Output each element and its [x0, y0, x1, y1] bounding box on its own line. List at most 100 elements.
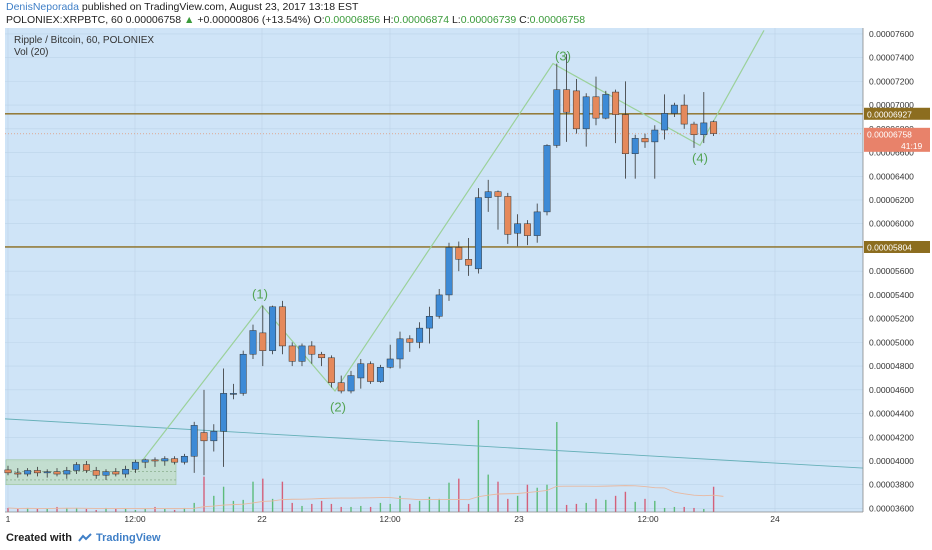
- candle-body: [318, 353, 326, 359]
- candle-body: [494, 191, 502, 197]
- candle-body: [229, 393, 237, 395]
- tradingview-brand[interactable]: TradingView: [96, 532, 161, 544]
- candle-body: [690, 123, 698, 136]
- volume-bar: [291, 502, 293, 512]
- time-axis[interactable]: 1 12:00 22 12:00 23 12:00 24: [5, 511, 863, 524]
- candle-body: [73, 464, 81, 471]
- volume-bar: [85, 508, 88, 512]
- candle-body: [612, 91, 620, 115]
- volume-bar: [232, 500, 235, 512]
- candle-body: [259, 332, 267, 351]
- price-chart[interactable]: (1) (2) (3) (4) 0.00003600 0.00003800 0.00004…: [0, 28, 932, 527]
- candle-body: [82, 464, 90, 471]
- time-tick-label: 24: [770, 514, 780, 524]
- volume-bar: [320, 500, 323, 512]
- volume-bar: [487, 474, 489, 512]
- up-arrow-icon: ▲: [184, 14, 195, 26]
- volume-bar: [144, 508, 146, 512]
- candle-body: [161, 458, 169, 462]
- price-axis[interactable]: 0.00003600 0.00003800 0.00004000 0.00004200…: [862, 28, 930, 513]
- volume-bar: [46, 508, 48, 512]
- candle-body: [210, 431, 218, 442]
- volume-bar: [585, 502, 587, 512]
- wave-label: (3): [555, 48, 571, 63]
- candle-body: [190, 425, 198, 457]
- volume-bar: [340, 506, 342, 512]
- last-price-tag: [864, 127, 930, 152]
- candle-body: [288, 345, 296, 362]
- candle-body: [474, 197, 482, 270]
- volume-bar: [409, 503, 411, 512]
- volume-bar: [516, 495, 519, 512]
- volume-bar: [389, 503, 391, 512]
- price-tick-label: 0.00005200: [869, 314, 914, 324]
- candle-body: [308, 345, 316, 355]
- last-price-label: 0.00006758: [867, 129, 912, 139]
- time-tick-label: 23: [514, 514, 524, 524]
- legend-title: Ripple / Bitcoin, 60, POLONIEX: [14, 35, 154, 46]
- candle-body: [621, 114, 629, 154]
- volume-bar: [526, 484, 529, 512]
- candle-body: [416, 327, 424, 343]
- change-text: +0.00000806 (+13.54%): [197, 14, 311, 26]
- volume-bar: [438, 498, 440, 512]
- volume-bar: [458, 478, 460, 512]
- candle-body: [514, 223, 522, 234]
- volume-bar: [418, 500, 421, 512]
- close-label: C:: [519, 14, 530, 26]
- candle-body: [435, 294, 443, 317]
- candle-body: [327, 357, 335, 383]
- volume-bar: [115, 508, 117, 512]
- candle-body: [523, 223, 531, 236]
- price-tick-label: 0.00004600: [869, 385, 914, 395]
- price-tick-label: 0.00004000: [869, 456, 914, 466]
- candle-body: [33, 470, 41, 474]
- volume-bar: [399, 495, 401, 512]
- symbol-text: POLONIEX:XRPBTC, 60: [6, 14, 123, 26]
- candle-body: [680, 104, 688, 125]
- time-tick-label: 12:00: [379, 514, 401, 524]
- volume-bar: [134, 509, 137, 512]
- high-value: 0.00006874: [393, 14, 450, 26]
- candle-body: [661, 113, 669, 131]
- volume-bar: [614, 495, 617, 512]
- volume-bar: [683, 506, 685, 512]
- volume-bar: [654, 500, 656, 512]
- volume-bar: [252, 481, 254, 512]
- candle-body: [631, 138, 639, 154]
- price-tick-label: 0.00006400: [869, 171, 914, 181]
- volume-bar: [467, 503, 470, 512]
- volume-bar: [7, 507, 9, 512]
- candle-body: [396, 338, 404, 360]
- candle-body: [484, 191, 492, 198]
- candle-body: [24, 470, 32, 475]
- candle-body: [572, 90, 580, 130]
- price-tick-label: 0.00005600: [869, 266, 914, 276]
- volume-bar: [556, 422, 558, 512]
- candle-body: [53, 471, 61, 475]
- plot-area[interactable]: [5, 28, 863, 512]
- volume-bar: [56, 506, 58, 512]
- candle-body: [171, 458, 179, 463]
- volume-bar: [95, 509, 97, 512]
- author-link[interactable]: DenisNeporada: [6, 1, 79, 13]
- candle-body: [131, 461, 139, 470]
- volume-bar: [281, 481, 284, 512]
- volume-bar: [213, 495, 215, 512]
- price-tick-label: 0.00006000: [869, 219, 914, 229]
- candle-body: [357, 363, 365, 379]
- volume-bar: [350, 506, 352, 512]
- candle-body: [112, 471, 120, 475]
- volume-bar: [360, 505, 362, 512]
- candle-body: [455, 247, 463, 260]
- candle-body: [543, 145, 551, 213]
- candle-body: [92, 470, 100, 476]
- price-tick-label: 0.00007400: [869, 53, 914, 63]
- volume-bar: [703, 508, 705, 512]
- candle-body: [180, 455, 188, 463]
- candle-body: [43, 471, 51, 474]
- volume-bar: [663, 507, 666, 512]
- footer: Created with TradingView: [0, 527, 932, 550]
- close-value: 0.00006758: [529, 14, 586, 26]
- tradingview-logo-icon: [78, 533, 92, 542]
